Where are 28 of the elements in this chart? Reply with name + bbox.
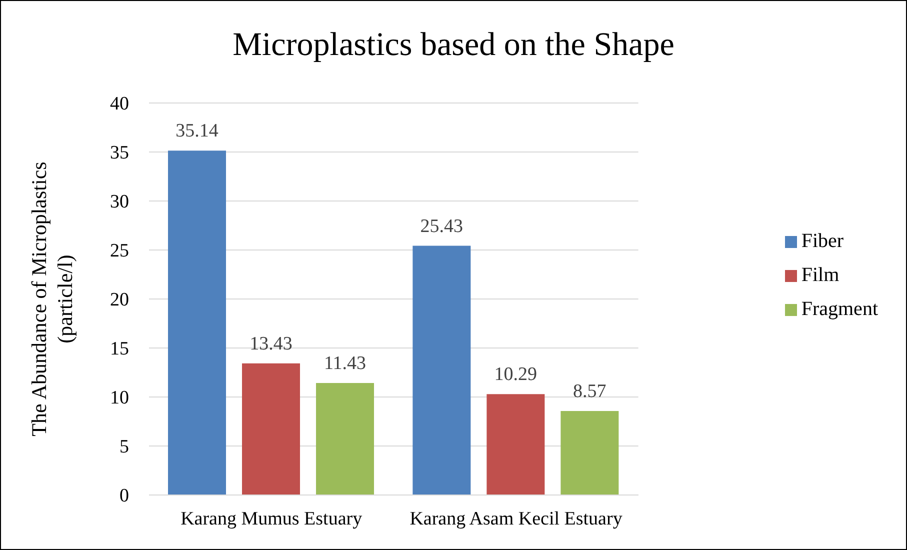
y-tick-label: 25 (110, 240, 129, 262)
y-tick-label: 10 (110, 388, 129, 409)
y-tick-label: 35 (110, 142, 129, 164)
x-tick-label: Karang Mumus Estuary (180, 508, 363, 530)
y-tick-label: 5 (120, 436, 129, 458)
bar (486, 394, 545, 495)
bar (412, 246, 471, 495)
data-label: 8.57 (573, 381, 606, 402)
legend-label: Fiber (801, 230, 844, 252)
bar (242, 363, 300, 495)
data-label: 11.43 (324, 352, 366, 374)
data-label: 10.29 (494, 364, 538, 386)
y-tick-label: 30 (110, 192, 129, 213)
legend-label: Film (801, 264, 840, 286)
y-axis-title: The Abundance of Microplastics (particle/l) (26, 160, 78, 438)
bar (316, 382, 374, 495)
y-tick-label: 20 (110, 290, 129, 311)
legend-label: Fragment (801, 298, 878, 320)
data-label: 25.43 (420, 216, 464, 237)
y-tick-label: 40 (110, 94, 129, 115)
chart-title: Microplastics based on the Shape (232, 27, 676, 64)
x-tick-label: Karang Asam Kecil Estuary (410, 508, 623, 530)
y-tick-label: 0 (120, 486, 129, 507)
data-label: 13.43 (250, 333, 292, 354)
bar (560, 411, 619, 495)
data-label: 35.14 (176, 120, 219, 142)
y-tick-label: 15 (110, 338, 129, 360)
bar (168, 150, 226, 495)
